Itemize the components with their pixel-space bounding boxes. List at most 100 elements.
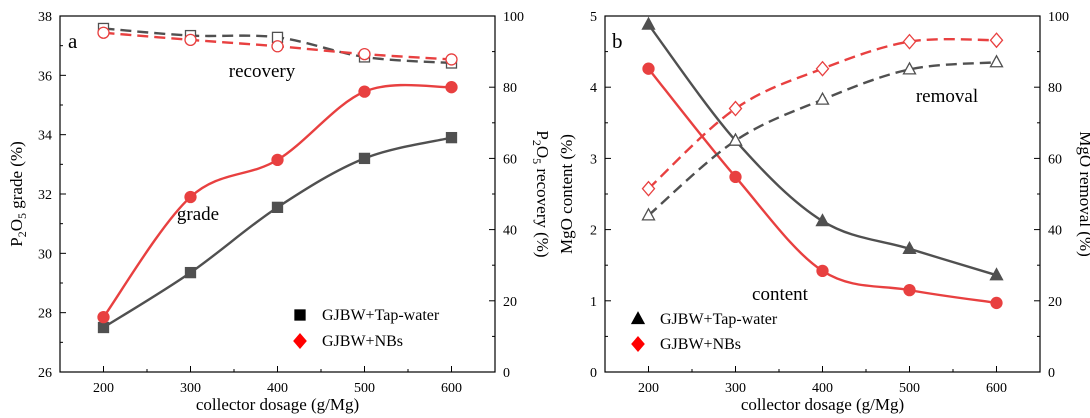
series-recovery-gjbw-nbs — [97, 26, 458, 66]
y-tick-label: 5 — [590, 10, 597, 25]
annotation-grade: grade — [177, 204, 219, 225]
legend-item: GJBW+Tap-water — [294, 307, 440, 324]
legend: GJBW+Tap-water GJBW+NBs — [293, 307, 440, 350]
data-point — [271, 201, 284, 214]
legend-marker — [293, 333, 307, 349]
data-point — [728, 132, 743, 146]
y-tick-label: 38 — [38, 10, 52, 25]
series-content-gjbw-nbs — [642, 62, 1003, 310]
data-point — [642, 62, 655, 75]
y2-tick-label: 100 — [1048, 10, 1069, 25]
legend-marker — [630, 311, 646, 325]
y-tick-label: 30 — [38, 247, 52, 262]
chart-panel-a: 200 300 400 500 600 26 28 30 32 34 36 38 0 20 40 60 80 10… — [7, 10, 552, 414]
chart-panel-b: 200 300 400 500 600 0 1 2 3 4 5 0 20 40 60 80 100 collect… — [557, 10, 1090, 414]
series-grade-gjbw-tap-water — [97, 131, 458, 334]
y-axis-title: MgO content (%) — [557, 134, 576, 254]
x-tick-label: 300 — [725, 381, 746, 396]
legend-item: GJBW+NBs — [293, 333, 403, 350]
legend-label: GJBW+NBs — [322, 333, 403, 350]
series-removal-gjbw-tap-water — [641, 54, 1004, 221]
y-tick-label: 28 — [38, 307, 52, 322]
data-point — [816, 264, 829, 278]
y-tick-label: 34 — [38, 129, 52, 144]
y-tick-label: 32 — [38, 188, 52, 203]
panel-letter: a — [68, 29, 78, 53]
x-tick-label: 200 — [93, 381, 114, 396]
y2-tick-label: 40 — [1048, 224, 1062, 239]
x-tick-label: 400 — [812, 381, 833, 396]
series-line — [102, 136, 452, 329]
data-point — [445, 53, 458, 66]
y2-tick-label: 60 — [1048, 152, 1062, 167]
data-point — [641, 180, 656, 197]
series-removal-gjbw-nbs — [641, 32, 1004, 197]
data-point — [989, 267, 1004, 281]
y-tick-label: 4 — [590, 81, 597, 96]
legend-marker — [631, 336, 645, 352]
annotation-recovery: recovery — [229, 61, 296, 82]
data-point — [902, 61, 917, 75]
data-point — [903, 283, 916, 297]
y2-tick-label: 0 — [1048, 366, 1055, 381]
series-grade-gjbw-nbs — [97, 81, 458, 324]
data-point — [271, 153, 284, 167]
y-tick-label: 2 — [590, 224, 597, 239]
y2-tick-label: 80 — [1048, 81, 1062, 96]
legend-item: GJBW+NBs — [631, 336, 741, 353]
data-point — [97, 26, 110, 39]
data-point — [729, 170, 742, 184]
y-tick-label: 26 — [38, 366, 52, 381]
data-point — [989, 32, 1004, 49]
data-point — [358, 85, 371, 98]
y2-axis-title: P2O5 recovery (%) — [530, 130, 552, 257]
data-point — [641, 207, 656, 221]
data-point — [358, 47, 371, 61]
data-point — [358, 152, 371, 165]
data-point — [184, 266, 197, 279]
y2-tick-label: 100 — [503, 10, 524, 25]
x-tick-label: 300 — [180, 381, 201, 396]
y2-tick-label: 0 — [503, 366, 510, 381]
data-point — [97, 310, 110, 324]
x-tick-label: 600 — [986, 381, 1007, 396]
y2-axis-title: MgO removal (%) — [1076, 131, 1090, 257]
data-point — [728, 100, 743, 117]
data-point — [271, 40, 284, 53]
legend-marker — [294, 309, 306, 321]
x-axis-title: collector dosage (g/Mg) — [741, 395, 904, 414]
series-line — [647, 67, 997, 305]
legend-label: GJBW+NBs — [660, 336, 741, 353]
y-tick-label: 3 — [590, 152, 597, 167]
data-point — [184, 33, 197, 47]
data-point — [902, 33, 917, 50]
data-point — [445, 81, 458, 94]
annotation-content: content — [752, 284, 809, 305]
series-line — [647, 23, 997, 277]
y-axis-title: P2O5 grade (%) — [7, 141, 29, 247]
y2-tick-label: 20 — [1048, 295, 1062, 310]
x-axis-title: collector dosage (g/Mg) — [196, 395, 359, 414]
data-point — [989, 54, 1004, 68]
annotation-removal: removal — [916, 86, 978, 107]
data-point — [445, 131, 458, 144]
panel-letter: b — [612, 29, 623, 53]
legend-label: GJBW+Tap-water — [660, 311, 778, 328]
data-point — [815, 213, 830, 227]
x-tick-label: 200 — [638, 381, 659, 396]
legend-item: GJBW+Tap-water — [630, 311, 778, 328]
y-tick-label: 36 — [38, 69, 52, 84]
data-point — [990, 296, 1003, 310]
legend-label: GJBW+Tap-water — [322, 307, 440, 324]
data-point — [97, 321, 110, 334]
x-tick-label: 500 — [899, 381, 920, 396]
y2-tick-label: 60 — [503, 152, 517, 167]
data-point — [815, 60, 830, 77]
data-point — [184, 190, 197, 204]
y-tick-label: 1 — [590, 295, 597, 310]
x-tick-label: 400 — [267, 381, 288, 396]
y2-tick-label: 20 — [503, 295, 517, 310]
x-tick-label: 600 — [441, 381, 462, 396]
data-point — [902, 240, 917, 254]
